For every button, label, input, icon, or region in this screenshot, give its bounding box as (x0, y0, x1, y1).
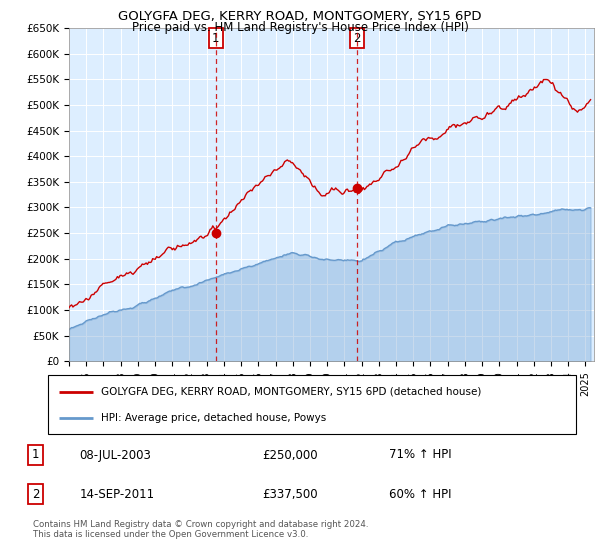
Text: 1: 1 (212, 32, 220, 45)
Text: Price paid vs. HM Land Registry's House Price Index (HPI): Price paid vs. HM Land Registry's House … (131, 21, 469, 34)
Text: GOLYGFA DEG, KERRY ROAD, MONTGOMERY, SY15 6PD: GOLYGFA DEG, KERRY ROAD, MONTGOMERY, SY1… (118, 10, 482, 23)
FancyBboxPatch shape (48, 375, 576, 434)
Text: 60% ↑ HPI: 60% ↑ HPI (389, 488, 451, 501)
Text: £250,000: £250,000 (262, 449, 317, 461)
Text: 2: 2 (353, 32, 361, 45)
Text: 1: 1 (32, 449, 39, 461)
Text: 08-JUL-2003: 08-JUL-2003 (80, 449, 152, 461)
Text: GOLYGFA DEG, KERRY ROAD, MONTGOMERY, SY15 6PD (detached house): GOLYGFA DEG, KERRY ROAD, MONTGOMERY, SY1… (101, 386, 481, 396)
Text: 14-SEP-2011: 14-SEP-2011 (80, 488, 155, 501)
Text: HPI: Average price, detached house, Powys: HPI: Average price, detached house, Powy… (101, 413, 326, 423)
Text: 2: 2 (32, 488, 39, 501)
Text: Contains HM Land Registry data © Crown copyright and database right 2024.
This d: Contains HM Land Registry data © Crown c… (33, 520, 368, 539)
Text: 71% ↑ HPI: 71% ↑ HPI (389, 449, 451, 461)
Text: £337,500: £337,500 (262, 488, 317, 501)
